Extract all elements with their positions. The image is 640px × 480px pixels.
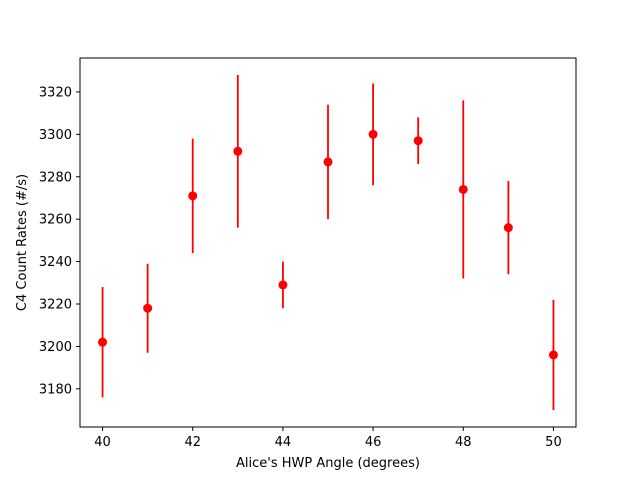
- data-point: [233, 146, 243, 156]
- data-point: [413, 136, 423, 146]
- data-point: [458, 184, 468, 194]
- data-point: [98, 337, 108, 347]
- y-tick-label: 3320: [39, 85, 72, 100]
- y-axis-label: C4 Count Rates (#/s): [15, 174, 30, 311]
- data-point: [503, 223, 513, 233]
- y-tick-label: 3300: [39, 128, 72, 143]
- x-axis-ticks: 40 42 44 46 48 50: [94, 427, 562, 450]
- data-point: [143, 303, 153, 313]
- y-tick-label: 3220: [39, 298, 72, 313]
- x-tick-label: 48: [455, 435, 472, 450]
- x-axis-label: Alice's HWP Angle (degrees): [236, 456, 420, 471]
- data-point: [368, 129, 378, 139]
- data-point: [548, 350, 558, 360]
- data-marks: [98, 74, 558, 411]
- y-tick-label: 3260: [39, 213, 72, 228]
- data-point: [188, 191, 198, 201]
- x-tick-label: 46: [365, 435, 382, 450]
- y-tick-label: 3280: [39, 170, 72, 185]
- y-axis-ticks: 3180 3200 3220 3240 3260 3280 3300 3320: [39, 85, 80, 397]
- data-point: [278, 280, 288, 290]
- y-tick-label: 3200: [39, 340, 72, 355]
- plot-frame: [79, 57, 577, 428]
- x-tick-label: 50: [545, 435, 562, 450]
- data-point: [323, 157, 333, 167]
- x-tick-label: 44: [275, 435, 292, 450]
- y-tick-label: 3240: [39, 255, 72, 270]
- x-tick-label: 40: [94, 435, 111, 450]
- y-tick-label: 3180: [39, 382, 72, 397]
- x-tick-label: 42: [184, 435, 201, 450]
